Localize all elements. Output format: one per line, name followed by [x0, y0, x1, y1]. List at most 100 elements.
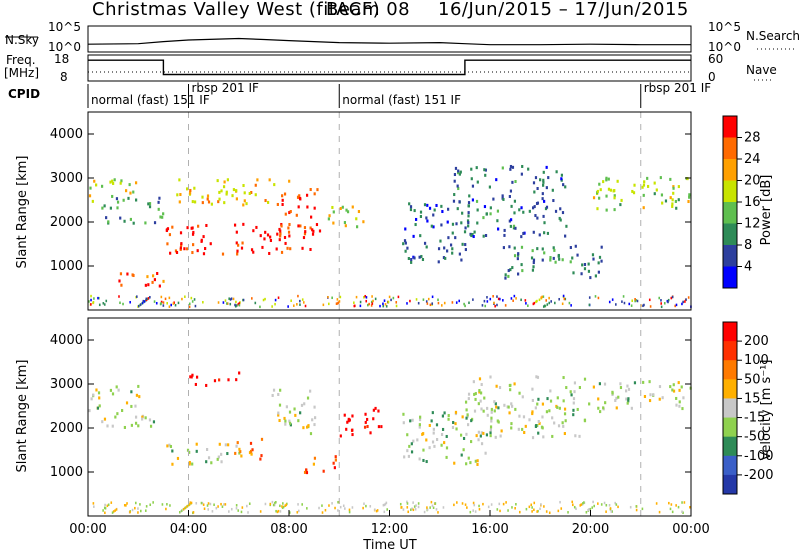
- backscatter-cell: [513, 254, 517, 258]
- backscatter-cell: [313, 405, 316, 409]
- scatter-point: [363, 502, 365, 505]
- power-gridlines: [188, 112, 642, 310]
- backscatter-cell: [467, 224, 470, 228]
- scatter-point: [610, 510, 613, 513]
- backscatter-cell: [532, 258, 536, 262]
- backscatter-cell: [132, 190, 135, 194]
- backscatter-cell: [264, 199, 267, 203]
- backscatter-cell: [289, 247, 292, 251]
- scatter-point: [589, 507, 592, 511]
- backscatter-cell: [435, 438, 439, 442]
- scatter-point: [92, 502, 95, 505]
- scatter-point: [365, 299, 368, 303]
- backscatter-cell: [238, 447, 241, 451]
- scatter-point: [442, 506, 445, 509]
- backscatter-cell: [632, 191, 636, 195]
- colorbar-segment: [723, 379, 737, 399]
- scatter-point: [277, 296, 280, 299]
- backscatter-cell: [531, 387, 534, 391]
- cpid-segment-label: normal (fast) 151 IF: [91, 93, 210, 107]
- colorbar-segment: [723, 266, 737, 289]
- backscatter-cell: [565, 386, 568, 390]
- backscatter-cell: [447, 207, 450, 211]
- backscatter-cell: [559, 218, 562, 222]
- backscatter-cell: [380, 425, 383, 429]
- backscatter-cell: [534, 406, 537, 410]
- backscatter-cell: [437, 260, 440, 264]
- scatter-point: [259, 510, 262, 513]
- colorbar-tick-label: 20: [744, 174, 761, 189]
- backscatter-cell: [259, 457, 262, 461]
- nsearch-tick-low: 10^0: [708, 40, 741, 54]
- backscatter-cell: [456, 207, 459, 211]
- backscatter-cell: [98, 396, 101, 400]
- backscatter-cell: [242, 184, 245, 188]
- scatter-point: [296, 303, 298, 306]
- backscatter-cell: [279, 232, 282, 236]
- backscatter-cell: [457, 169, 460, 173]
- backscatter-cell: [213, 379, 217, 383]
- backscatter-cell: [309, 247, 312, 251]
- scatter-point: [667, 298, 670, 302]
- backscatter-cell: [130, 423, 133, 427]
- scatter-point: [388, 295, 391, 299]
- backscatter-cell: [235, 444, 238, 448]
- backscatter-cell: [561, 211, 565, 215]
- freq-series-line: [88, 59, 691, 76]
- colorbar-segment: [723, 341, 737, 361]
- backscatter-cell: [137, 384, 140, 388]
- backscatter-cell: [470, 440, 473, 444]
- backscatter-cell: [509, 268, 512, 272]
- scatter-point: [365, 504, 367, 508]
- backscatter-cell: [463, 230, 467, 234]
- backscatter-cell: [489, 431, 492, 435]
- scatter-point: [272, 503, 275, 507]
- backscatter-cell: [364, 420, 367, 424]
- scatter-point: [469, 510, 472, 514]
- backscatter-cell: [288, 421, 292, 425]
- scatter-point: [93, 297, 95, 300]
- backscatter-cell: [445, 455, 448, 459]
- backscatter-cell: [261, 245, 264, 249]
- backscatter-cell: [277, 411, 280, 415]
- backscatter-cell: [98, 404, 101, 408]
- scatter-point: [202, 300, 204, 304]
- colorbar-tick-label: -15: [744, 411, 765, 426]
- scatter-point: [484, 304, 487, 308]
- backscatter-cell: [148, 205, 152, 209]
- backscatter-cell: [283, 235, 287, 239]
- scatter-point: [264, 502, 267, 506]
- backscatter-cell: [138, 395, 141, 399]
- backscatter-cell: [146, 275, 149, 279]
- scatter-point: [660, 302, 663, 305]
- backscatter-cell: [499, 434, 502, 438]
- scatter-point: [111, 511, 114, 514]
- scatter-point: [123, 503, 126, 507]
- backscatter-cell: [268, 178, 271, 182]
- scatter-point: [559, 500, 561, 504]
- backscatter-cell: [151, 280, 154, 284]
- backscatter-cell: [598, 255, 602, 259]
- backscatter-cell: [470, 177, 473, 181]
- backscatter-cell: [461, 211, 464, 215]
- scatter-point: [623, 301, 626, 305]
- backscatter-cell: [254, 183, 257, 187]
- velocity-data-layer: [88, 371, 692, 515]
- scatter-point: [242, 298, 245, 302]
- scatter-point: [512, 299, 514, 302]
- backscatter-cell: [412, 234, 415, 238]
- backscatter-cell: [599, 188, 602, 192]
- scatter-point: [112, 510, 115, 513]
- backscatter-cell: [460, 258, 463, 262]
- backscatter-cell: [489, 206, 492, 210]
- backscatter-cell: [293, 407, 296, 411]
- backscatter-cell: [191, 200, 194, 204]
- scatter-point: [490, 503, 493, 506]
- velocity-plot-area: [88, 318, 691, 516]
- backscatter-cell: [93, 179, 96, 183]
- backscatter-cell: [137, 424, 140, 428]
- y-tick-label: 1000: [50, 465, 83, 480]
- backscatter-cell: [191, 462, 194, 466]
- scatter-point: [334, 506, 336, 510]
- backscatter-cell: [557, 253, 560, 257]
